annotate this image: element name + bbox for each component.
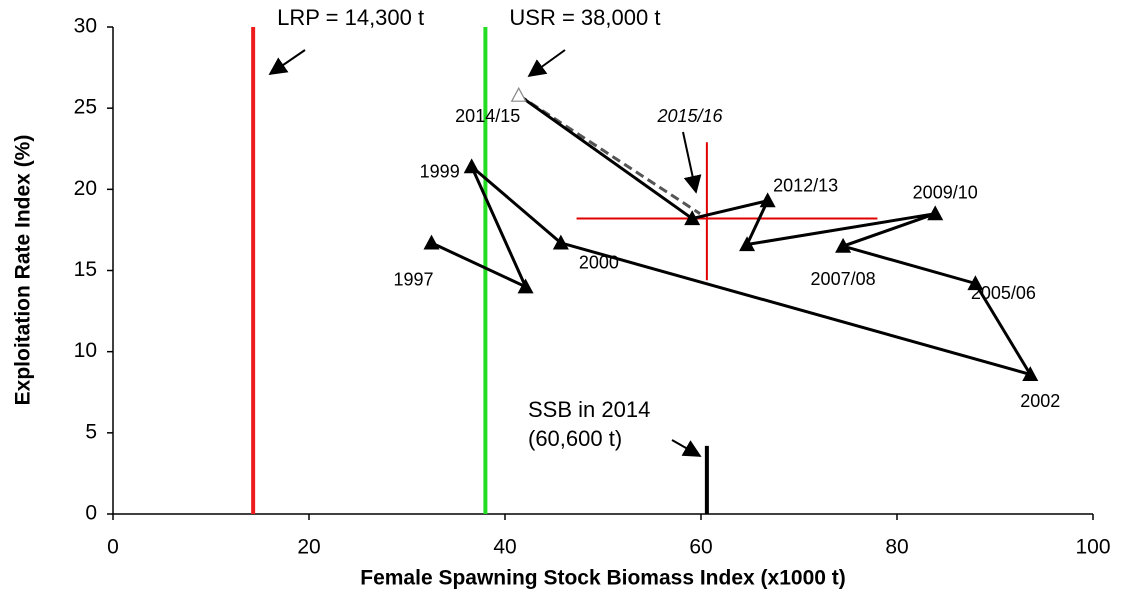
data-point [684, 210, 701, 226]
x-axis-title: Female Spawning Stock Biomass Index (x10… [360, 567, 846, 590]
annotation-arrow [671, 439, 702, 457]
y-tick-label: 0 [85, 502, 97, 525]
data-point [835, 237, 852, 253]
data-point [927, 205, 944, 221]
data-point [967, 275, 984, 291]
point-label: 2002 [1020, 391, 1060, 411]
point-label: 2005/06 [971, 283, 1036, 303]
data-point [463, 158, 480, 174]
ssb-label: (60,600 t) [528, 426, 622, 451]
reference-label: LRP = 14,300 t [277, 5, 424, 30]
trajectory-line [430, 93, 1034, 377]
x-tick-label: 0 [107, 536, 119, 559]
x-tick-label: 20 [297, 536, 320, 559]
x-tick-label: 40 [493, 536, 516, 559]
annotation-arrow [527, 49, 566, 78]
point-label: 1999 [420, 161, 460, 181]
data-point [739, 236, 756, 252]
y-axis-title: Exploitation Rate Index (%) [12, 135, 35, 406]
x-tick-label: 100 [1075, 536, 1110, 559]
annotation-arrow [682, 131, 702, 194]
x-tick-label: 80 [885, 536, 908, 559]
annotation-arrow [268, 49, 306, 76]
y-tick-label: 30 [74, 15, 97, 38]
x-tick-label: 60 [689, 536, 712, 559]
reference-label: USR = 38,000 t [509, 5, 660, 30]
point-label: 2007/08 [811, 269, 876, 289]
point-label: 2012/13 [773, 175, 838, 195]
data-point [423, 234, 440, 250]
data-point [759, 192, 776, 208]
y-tick-label: 20 [74, 177, 97, 200]
data-point [1022, 366, 1039, 381]
y-tick-label: 15 [74, 258, 97, 281]
data-point [510, 86, 527, 102]
point-label: 2009/10 [913, 182, 978, 202]
point-label: 2000 [579, 253, 619, 273]
point-label: 1997 [393, 270, 433, 290]
projection-label: 2015/16 [656, 106, 723, 126]
data-point [517, 278, 534, 294]
ssb-label: SSB in 2014 [528, 397, 650, 422]
y-tick-label: 25 [74, 96, 97, 119]
point-label: 2014/15 [455, 106, 520, 126]
y-tick-label: 10 [74, 339, 97, 362]
y-tick-label: 5 [85, 420, 97, 443]
data-point [552, 234, 569, 250]
